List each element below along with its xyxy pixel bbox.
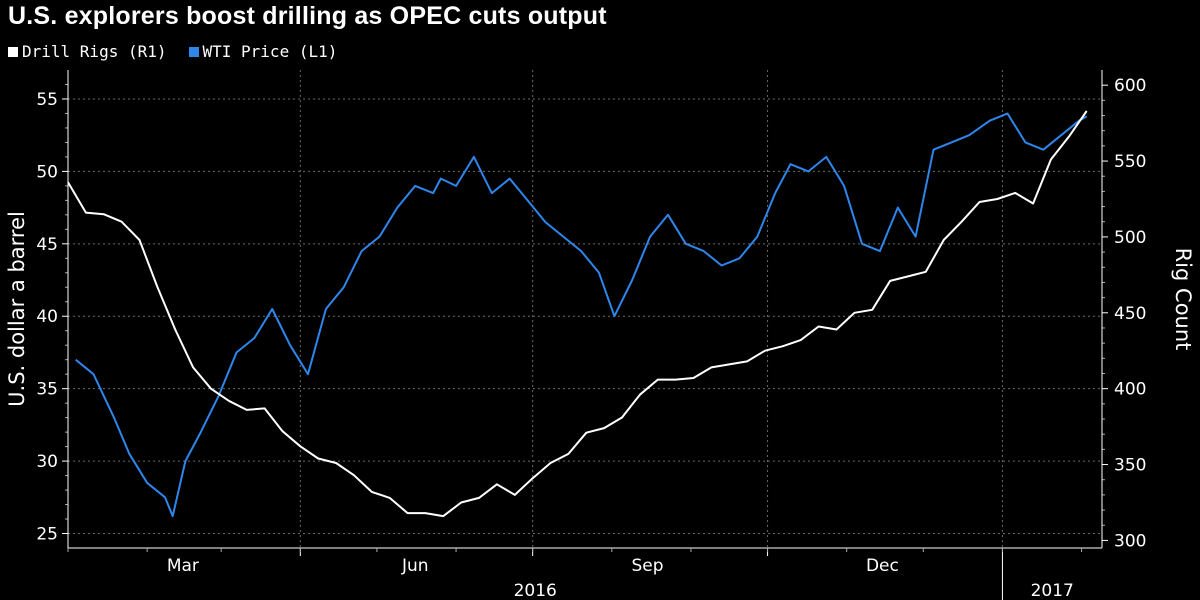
x-tick-label: Jun: [401, 556, 429, 576]
legend: Drill Rigs (R1) WTI Price (L1): [8, 42, 337, 61]
legend-item-wti-price: WTI Price (L1): [188, 42, 338, 61]
right-tick-label: 550: [1114, 152, 1146, 172]
x-tick-label: Dec: [866, 556, 899, 576]
legend-item-drill-rigs: Drill Rigs (R1): [8, 42, 167, 61]
tick-labels: 25 30 35 40 45 50 55 300 350 400 450 500 550 600 Mar Ju…: [5, 76, 1195, 600]
legend-swatch-drill-rigs: [8, 46, 18, 57]
series-line-wti-price-l1: [75, 112, 1088, 518]
legend-label-wti-price: WTI Price (L1): [202, 42, 338, 61]
year-label-2017: 2017: [1031, 581, 1074, 600]
x-tick-label: Sep: [632, 556, 664, 576]
y-axis-title-left: U.S. dollar a barrel: [5, 211, 29, 407]
left-tick-label: 50: [36, 162, 58, 182]
right-tick-label: 300: [1114, 531, 1146, 551]
year-label-2016: 2016: [514, 581, 557, 600]
left-tick-label: 30: [36, 452, 58, 472]
legend-label-drill-rigs: Drill Rigs (R1): [22, 42, 167, 61]
x-tick-label: Mar: [167, 556, 199, 576]
left-tick-label: 45: [36, 235, 58, 255]
right-tick-label: 500: [1114, 228, 1146, 248]
y-axis-title-right: Rig Count: [1171, 248, 1195, 351]
left-tick-label: 55: [36, 90, 58, 110]
grid: [68, 70, 1102, 548]
right-tick-label: 450: [1114, 304, 1146, 324]
chart-title: U.S. explorers boost drilling as OPEC cu…: [8, 2, 607, 30]
right-tick-label: 400: [1114, 380, 1146, 400]
series-lines: [67, 110, 1088, 518]
series-line-drill-rigs-r1: [67, 110, 1088, 518]
left-tick-label: 35: [36, 380, 58, 400]
right-tick-label: 350: [1114, 456, 1146, 476]
left-tick-label: 40: [36, 307, 58, 327]
right-tick-label: 600: [1114, 76, 1146, 96]
legend-swatch-wti-price: [188, 46, 199, 57]
left-tick-label: 25: [36, 525, 58, 545]
axes: [62, 70, 1108, 600]
